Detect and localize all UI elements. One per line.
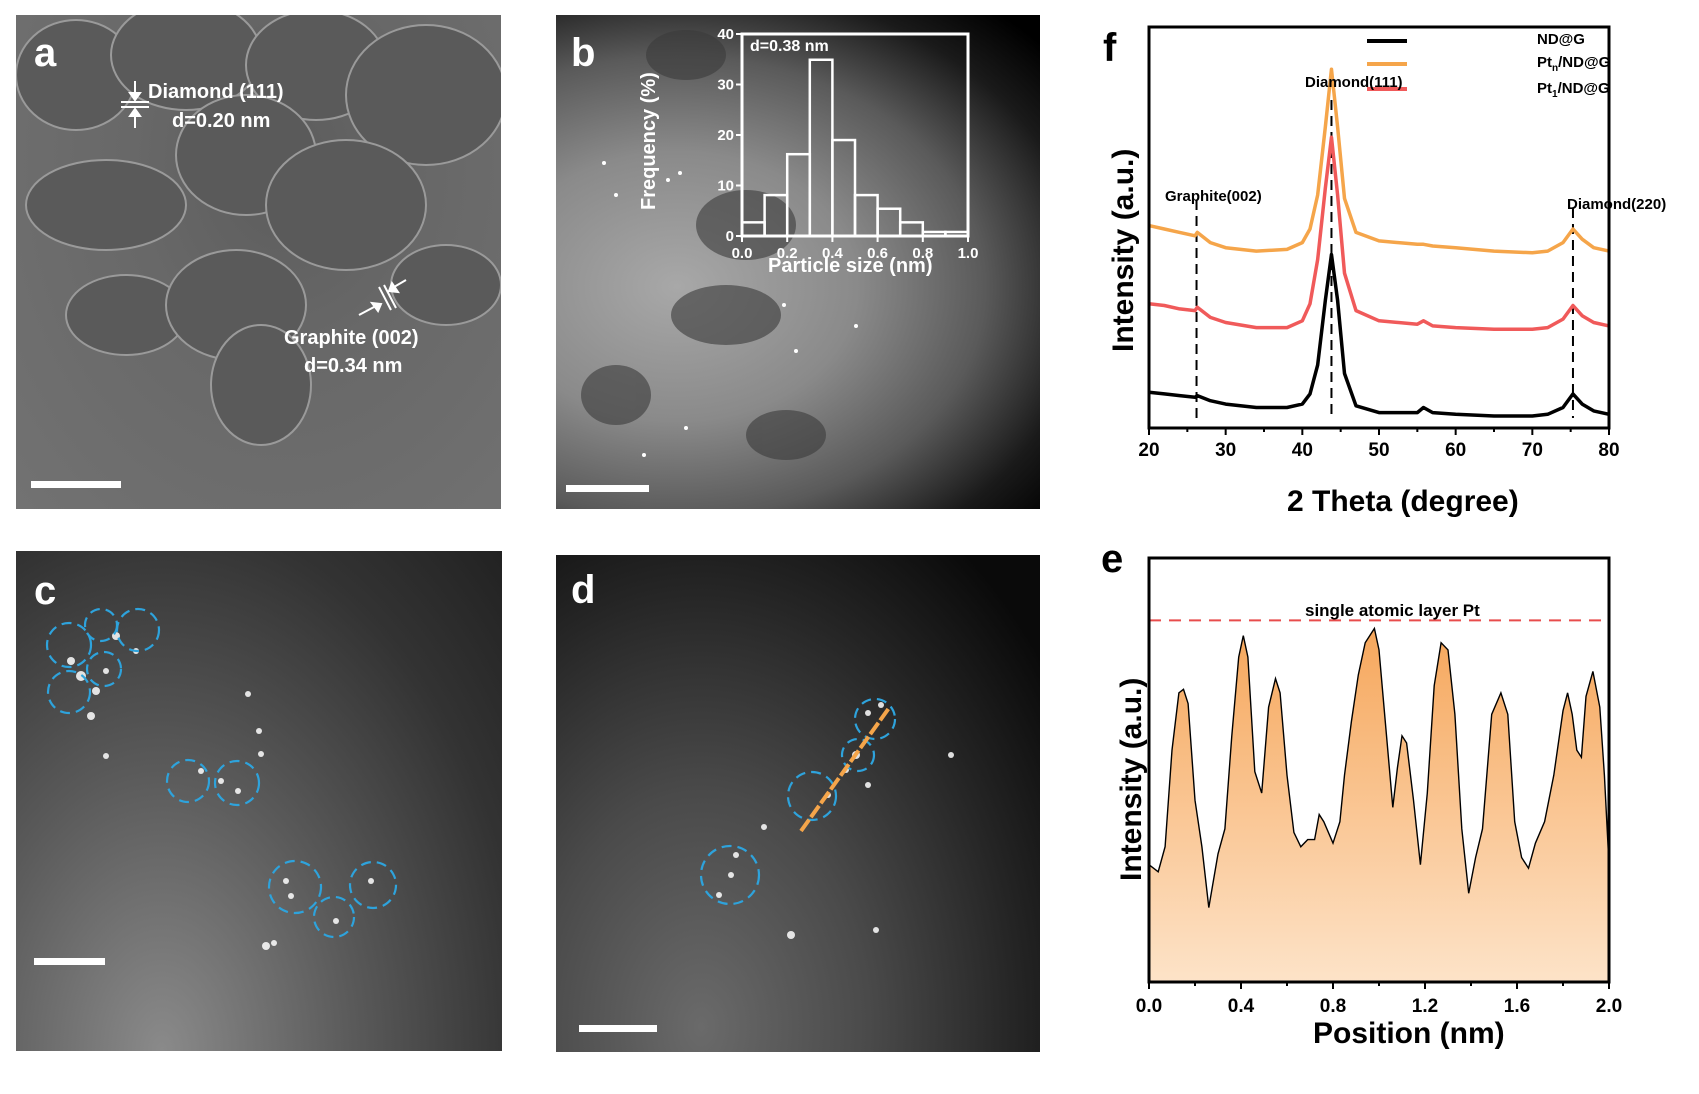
peak-label-graphite-002: Graphite(002) (1165, 188, 1262, 205)
scale-bar (34, 958, 105, 965)
svg-text:0: 0 (726, 228, 734, 245)
svg-text:10: 10 (717, 178, 734, 195)
diamond-111-label: Diamond (111) (148, 81, 284, 103)
panel-c-haadf-image: c (16, 551, 502, 1051)
panel-a-particles (16, 15, 501, 446)
svg-text:0.8: 0.8 (1320, 996, 1346, 1017)
xrd-xlabel: 2 Theta (degree) (1287, 485, 1519, 518)
svg-text:20: 20 (717, 127, 734, 144)
panel-b-label: b (571, 31, 596, 75)
profile-annotation: single atomic layer Pt (1305, 601, 1480, 620)
svg-text:1.6: 1.6 (1504, 996, 1530, 1017)
atom-line-profile-overlay (699, 697, 954, 939)
svg-text:0.4: 0.4 (1228, 996, 1255, 1017)
panel-e-label: e (1101, 545, 1124, 581)
svg-text:30: 30 (1215, 440, 1236, 461)
panel-f-label: f (1103, 26, 1117, 70)
diamond-111-spacing: d=0.20 nm (172, 110, 271, 132)
svg-text:60: 60 (1445, 440, 1466, 461)
svg-text:20: 20 (1138, 440, 1159, 461)
single-atom-circles (45, 607, 398, 950)
svg-text:0.8: 0.8 (912, 245, 933, 262)
legend-ptn: Ptn/ND@G (1537, 54, 1611, 74)
panel-c-label: c (34, 569, 57, 613)
profile-xlabel: Position (nm) (1313, 1017, 1505, 1050)
svg-text:80: 80 (1598, 440, 1619, 461)
inset-ylabel: Frequency (%) (638, 72, 660, 210)
svg-text:40: 40 (1292, 440, 1313, 461)
svg-text:0.4: 0.4 (822, 245, 844, 262)
legend-nd-g: ND@G (1537, 31, 1585, 48)
panel-f-xrd-chart: f 20 30 40 50 60 70 80 Intensity (a.u.) 2 Thet… (1095, 0, 1699, 545)
line-profile-path (799, 706, 891, 833)
scale-bar (566, 485, 649, 492)
scale-bar (31, 481, 121, 488)
panel-a-hrtem-image: a Diamond (111) d=0.20 nm Graphite (002)… (16, 15, 501, 509)
svg-text:1.0: 1.0 (958, 245, 979, 262)
svg-text:40: 40 (717, 26, 734, 43)
inset-xlabel: Particle size (nm) (768, 255, 933, 277)
panel-a-label: a (34, 31, 57, 75)
panel-e-line-profile-chart: e 0.0 0.4 0.8 1.2 1.6 2.0 single atomic layer… (1095, 545, 1699, 1094)
svg-text:0.0: 0.0 (1136, 996, 1162, 1017)
inset-annotation: d=0.38 nm (750, 38, 829, 55)
xrd-plot: 20 30 40 50 60 70 80 (1138, 25, 1620, 461)
svg-text:1.2: 1.2 (1412, 996, 1438, 1017)
peak-label-diamond-111: Diamond(111) (1305, 74, 1403, 91)
scale-bar (579, 1025, 657, 1032)
particle-size-histogram: 0.0 0.2 0.4 0.6 0.8 1.0 0 10 20 30 40 (717, 26, 979, 262)
svg-text:0.0: 0.0 (732, 245, 753, 262)
svg-text:70: 70 (1522, 440, 1543, 461)
svg-text:30: 30 (717, 77, 734, 94)
panel-b-texture (581, 30, 858, 460)
svg-text:0.6: 0.6 (867, 245, 888, 262)
graphite-002-spacing: d=0.34 nm (304, 355, 403, 377)
lattice-arrows (121, 81, 407, 316)
panel-d-label: d (571, 568, 596, 612)
svg-text:50: 50 (1368, 440, 1389, 461)
svg-text:2.0: 2.0 (1596, 996, 1622, 1017)
xrd-ylabel: Intensity (a.u.) (1107, 148, 1140, 352)
profile-ylabel: Intensity (a.u.) (1115, 677, 1148, 881)
peak-label-diamond-220: Diamond(220) (1567, 196, 1667, 213)
intensity-profile-plot: 0.0 0.4 0.8 1.2 1.6 2.0 (1136, 556, 1622, 1017)
svg-text:0.2: 0.2 (777, 245, 798, 262)
graphite-002-label: Graphite (002) (284, 327, 419, 349)
panel-d-haadf-image: d (556, 555, 1040, 1052)
panel-b-haadf-image: b 0.0 0.2 0.4 0.6 0.8 1.0 0 10 20 30 40 d=0.38 nm … (556, 15, 1040, 509)
legend-pt1: Pt1/ND@G (1537, 80, 1610, 100)
